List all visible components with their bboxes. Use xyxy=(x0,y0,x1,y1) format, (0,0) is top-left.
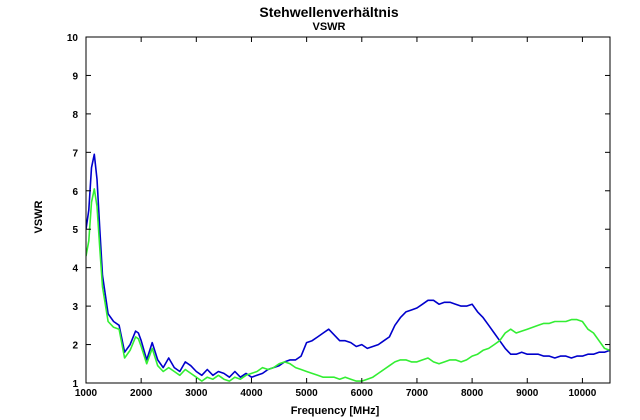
y-tick-label: 2 xyxy=(72,341,78,352)
x-tick-label: 6000 xyxy=(351,388,374,399)
x-tick-label: 9000 xyxy=(516,388,539,399)
x-tick-label: 2000 xyxy=(130,388,153,399)
plot-frame xyxy=(85,36,611,384)
y-tick-label: 9 xyxy=(72,71,78,82)
y-tick-label: 10 xyxy=(67,33,79,44)
series-line-2 xyxy=(86,188,610,382)
chart-subtitle: VSWR xyxy=(313,21,346,33)
x-tick-label: 5000 xyxy=(296,388,319,399)
plot-area: 1000 2000 3000 4000 5000 6000 7000 8000 9000 1000… xyxy=(67,33,611,399)
x-tick-label: 4000 xyxy=(240,388,263,399)
x-tick-label: 10000 xyxy=(569,388,597,399)
x-tick-label: 3000 xyxy=(185,388,208,399)
x-tick-label: 8000 xyxy=(461,388,484,399)
x-tick-label: 1000 xyxy=(75,388,98,399)
y-tick-label: 8 xyxy=(72,110,78,121)
x-tick-label: 7000 xyxy=(406,388,429,399)
series-line-1 xyxy=(86,153,610,379)
y-tick-label: 1 xyxy=(72,379,78,390)
chart-title: Stehwellenverhältnis xyxy=(259,4,398,20)
y-tick-label: 6 xyxy=(72,187,78,198)
x-axis-label: Frequency [MHz] xyxy=(291,405,380,417)
y-tick-label: 3 xyxy=(72,302,78,313)
y-tick-label: 7 xyxy=(72,148,78,159)
y-tick-label: 5 xyxy=(72,225,78,236)
y-axis-label: VSWR xyxy=(33,200,45,233)
y-tick-label: 4 xyxy=(72,264,78,275)
